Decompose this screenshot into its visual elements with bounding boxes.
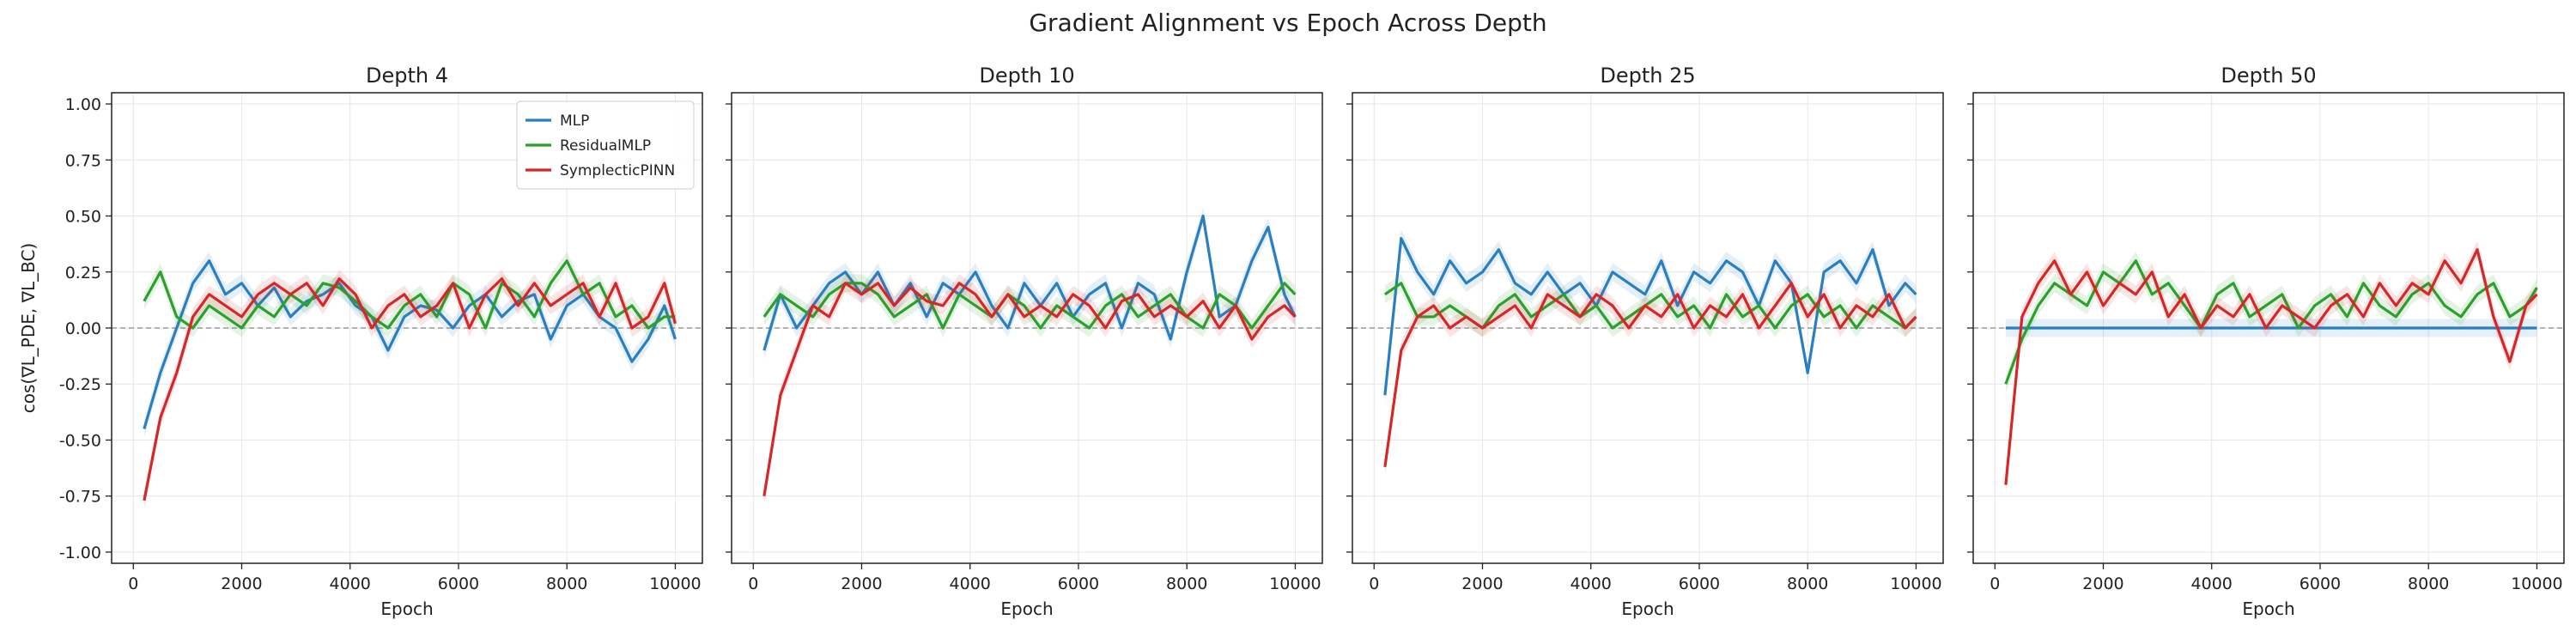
figure-title: Gradient Alignment vs Epoch Across Depth bbox=[1029, 9, 1546, 37]
panel-title: Depth 50 bbox=[2221, 64, 2316, 88]
legend-box bbox=[516, 100, 695, 190]
y-tick-label: 0.25 bbox=[65, 264, 101, 283]
x-tick-label: 8000 bbox=[1787, 574, 1828, 593]
x-tick-label: 6000 bbox=[1058, 574, 1099, 593]
x-tick-label: 6000 bbox=[2300, 574, 2341, 593]
panel-title: Depth 25 bbox=[1600, 64, 1695, 88]
x-axis-label: Epoch bbox=[380, 598, 433, 619]
x-axis-label: Epoch bbox=[1621, 598, 1674, 619]
x-tick-label: 8000 bbox=[546, 574, 587, 593]
panel-3: 0 2000 4000 6000 8000 10000 Depth 25 Epoch bbox=[1346, 64, 1944, 619]
x-tick-label: 4000 bbox=[1571, 574, 1612, 593]
x-tick-label: 4000 bbox=[2191, 574, 2233, 593]
x-tick-label: 10000 bbox=[649, 574, 701, 593]
x-tick-label: 10000 bbox=[1269, 574, 1321, 593]
legend-label-SymplecticPINN: SymplecticPINN bbox=[560, 162, 675, 179]
series-line-SymplecticPINN bbox=[1383, 282, 1917, 468]
x-tick-label: 0 bbox=[1990, 574, 2000, 593]
x-tick-label: 10000 bbox=[1890, 574, 1941, 593]
panel-4: 0 2000 4000 6000 8000 10000 Depth 50 Epoch bbox=[1967, 64, 2565, 619]
panel-title: Depth 4 bbox=[366, 64, 448, 88]
x-tick-label: 0 bbox=[1369, 574, 1379, 593]
y-tick-label: -0.75 bbox=[59, 488, 101, 507]
x-tick-label: 10000 bbox=[2511, 574, 2562, 593]
x-tick-label: 8000 bbox=[1166, 574, 1207, 593]
series-line-SymplecticPINN bbox=[762, 282, 1297, 496]
y-tick-label: -0.50 bbox=[59, 431, 101, 450]
series-band-SymplecticPINN bbox=[1384, 274, 1917, 477]
y-tick-label: 0.50 bbox=[65, 208, 101, 227]
x-tick-label: 0 bbox=[748, 574, 758, 593]
y-tick-label: -1.00 bbox=[59, 544, 101, 562]
x-tick-label: 8000 bbox=[2408, 574, 2449, 593]
x-axis-label: Epoch bbox=[1000, 598, 1053, 619]
x-tick-label: 0 bbox=[128, 574, 138, 593]
series-line-MLP bbox=[1383, 237, 1917, 396]
series-line-MLP bbox=[143, 259, 677, 429]
series-band-MLP bbox=[143, 252, 676, 438]
series-band-ResidualMLP bbox=[143, 252, 676, 337]
x-tick-label: 2000 bbox=[221, 574, 262, 593]
panels: 0 2000 4000 6000 8000 10000 -1.00 -0.75 -0.50 -0.… bbox=[18, 64, 2565, 619]
panel-title: Depth 10 bbox=[979, 64, 1074, 88]
panel-grid bbox=[732, 93, 1322, 563]
y-axis-label: cos(∇L_PDE, ∇L_BC) bbox=[18, 243, 39, 413]
series-line-SymplecticPINN bbox=[2004, 248, 2538, 485]
series-band-SymplecticPINN bbox=[763, 274, 1296, 506]
panel-1: 0 2000 4000 6000 8000 10000 -1.00 -0.75 -0.50 -0.… bbox=[18, 64, 703, 619]
x-tick-label: 4000 bbox=[950, 574, 991, 593]
x-tick-label: 2000 bbox=[2082, 574, 2123, 593]
series-band-SymplecticPINN bbox=[143, 270, 676, 510]
series-band-SymplecticPINN bbox=[2005, 240, 2537, 495]
y-tick-label: 1.00 bbox=[65, 95, 101, 114]
x-tick-label: 2000 bbox=[841, 574, 882, 593]
series-line-ResidualMLP bbox=[143, 259, 676, 330]
series-band-ResidualMLP bbox=[763, 274, 1296, 337]
x-axis-label: Epoch bbox=[2242, 598, 2294, 619]
series-band-MLP bbox=[763, 207, 1296, 360]
series-line-SymplecticPINN bbox=[143, 276, 677, 501]
x-tick-label: 4000 bbox=[330, 574, 371, 593]
panel-2: 0 2000 4000 6000 8000 10000 Depth 10 Epoch bbox=[726, 64, 1323, 619]
legend-label-ResidualMLP: ResidualMLP bbox=[560, 137, 651, 155]
y-tick-label: -0.25 bbox=[59, 375, 101, 394]
legend-label-MLP: MLP bbox=[560, 112, 589, 130]
x-tick-label: 2000 bbox=[1461, 574, 1503, 593]
legend: MLP ResidualMLP SymplecticPINN bbox=[516, 100, 695, 190]
series-line-ResidualMLP bbox=[762, 282, 1297, 330]
x-tick-label: 6000 bbox=[438, 574, 479, 593]
series-band-ResidualMLP bbox=[1384, 274, 1917, 337]
y-tick-label: 0.75 bbox=[65, 151, 101, 170]
y-tick-label: 0.00 bbox=[65, 319, 101, 338]
x-tick-label: 6000 bbox=[1679, 574, 1720, 593]
